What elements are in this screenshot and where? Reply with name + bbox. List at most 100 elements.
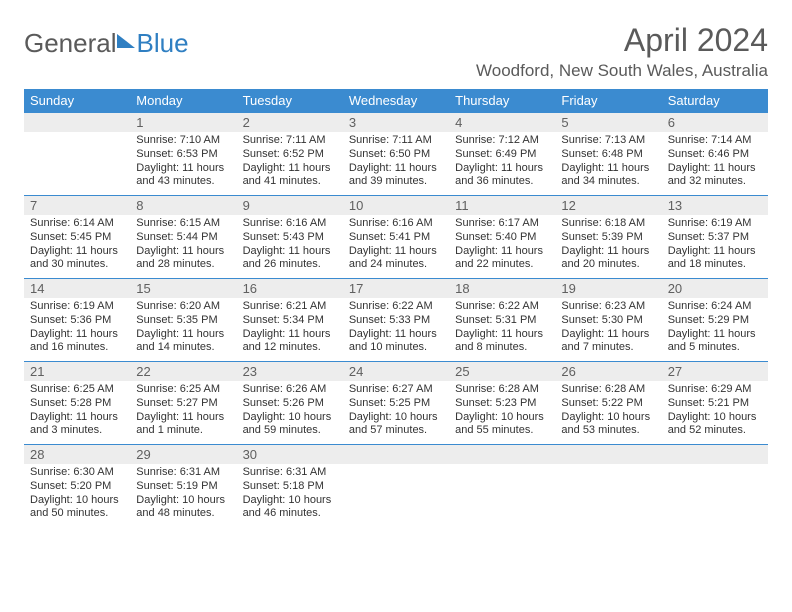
sunrise-text: Sunrise: 6:27 AM (349, 383, 443, 397)
sunrise-text: Sunrise: 6:30 AM (30, 466, 124, 480)
sunrise-text: Sunrise: 6:17 AM (455, 217, 549, 231)
calendar-body: 123456Sunrise: 7:10 AMSunset: 6:53 PMDay… (24, 113, 768, 528)
month-title: April 2024 (476, 22, 768, 59)
sunrise-text: Sunrise: 7:11 AM (243, 134, 337, 148)
sunset-text: Sunset: 6:53 PM (136, 148, 230, 162)
day-number-cell (555, 445, 661, 465)
day-number-cell: 14 (24, 279, 130, 299)
daylight-text: Daylight: 11 hours and 20 minutes. (561, 245, 655, 273)
day-data-cell: Sunrise: 6:31 AMSunset: 5:18 PMDaylight:… (237, 464, 343, 527)
sunrise-text: Sunrise: 6:22 AM (455, 300, 549, 314)
sunset-text: Sunset: 5:41 PM (349, 231, 443, 245)
day-number-cell: 15 (130, 279, 236, 299)
day-data-cell: Sunrise: 7:11 AMSunset: 6:50 PMDaylight:… (343, 132, 449, 196)
day-data-cell: Sunrise: 6:15 AMSunset: 5:44 PMDaylight:… (130, 215, 236, 279)
daylight-text: Daylight: 11 hours and 8 minutes. (455, 328, 549, 356)
day-number-cell: 24 (343, 362, 449, 382)
week-data-row: Sunrise: 6:25 AMSunset: 5:28 PMDaylight:… (24, 381, 768, 445)
sunrise-text: Sunrise: 7:14 AM (668, 134, 762, 148)
day-number-cell: 25 (449, 362, 555, 382)
sunset-text: Sunset: 5:37 PM (668, 231, 762, 245)
sunset-text: Sunset: 5:27 PM (136, 397, 230, 411)
day-data-cell: Sunrise: 6:27 AMSunset: 5:25 PMDaylight:… (343, 381, 449, 445)
daylight-text: Daylight: 10 hours and 50 minutes. (30, 494, 124, 522)
logo-triangle-icon (117, 34, 135, 48)
logo-text-blue: Blue (137, 28, 189, 59)
sunrise-text: Sunrise: 6:18 AM (561, 217, 655, 231)
sunset-text: Sunset: 5:44 PM (136, 231, 230, 245)
sunrise-text: Sunrise: 6:20 AM (136, 300, 230, 314)
day-data-cell: Sunrise: 6:22 AMSunset: 5:33 PMDaylight:… (343, 298, 449, 362)
day-data-cell: Sunrise: 6:30 AMSunset: 5:20 PMDaylight:… (24, 464, 130, 527)
day-number-cell: 19 (555, 279, 661, 299)
sunset-text: Sunset: 5:20 PM (30, 480, 124, 494)
sunset-text: Sunset: 5:19 PM (136, 480, 230, 494)
daylight-text: Daylight: 10 hours and 59 minutes. (243, 411, 337, 439)
sunrise-text: Sunrise: 6:15 AM (136, 217, 230, 231)
daylight-text: Daylight: 11 hours and 12 minutes. (243, 328, 337, 356)
day-number-cell: 4 (449, 113, 555, 133)
sunset-text: Sunset: 5:21 PM (668, 397, 762, 411)
day-header: Wednesday (343, 89, 449, 113)
daylight-text: Daylight: 10 hours and 46 minutes. (243, 494, 337, 522)
sunset-text: Sunset: 5:40 PM (455, 231, 549, 245)
sunrise-text: Sunrise: 6:22 AM (349, 300, 443, 314)
sunset-text: Sunset: 5:39 PM (561, 231, 655, 245)
day-number-cell: 11 (449, 196, 555, 216)
sunset-text: Sunset: 5:26 PM (243, 397, 337, 411)
day-number-cell: 13 (662, 196, 768, 216)
logo-text-general: General (24, 28, 117, 59)
day-header: Monday (130, 89, 236, 113)
day-data-cell (555, 464, 661, 527)
daylight-text: Daylight: 11 hours and 10 minutes. (349, 328, 443, 356)
sunset-text: Sunset: 5:28 PM (30, 397, 124, 411)
day-number-cell (449, 445, 555, 465)
sunrise-text: Sunrise: 6:23 AM (561, 300, 655, 314)
day-number-cell: 2 (237, 113, 343, 133)
sunset-text: Sunset: 5:23 PM (455, 397, 549, 411)
day-number-cell: 27 (662, 362, 768, 382)
day-data-cell: Sunrise: 6:24 AMSunset: 5:29 PMDaylight:… (662, 298, 768, 362)
sunset-text: Sunset: 5:34 PM (243, 314, 337, 328)
sunrise-text: Sunrise: 6:24 AM (668, 300, 762, 314)
day-data-cell: Sunrise: 6:28 AMSunset: 5:22 PMDaylight:… (555, 381, 661, 445)
sunrise-text: Sunrise: 6:31 AM (136, 466, 230, 480)
sunset-text: Sunset: 6:48 PM (561, 148, 655, 162)
daylight-text: Daylight: 10 hours and 48 minutes. (136, 494, 230, 522)
day-header: Friday (555, 89, 661, 113)
day-number-cell: 22 (130, 362, 236, 382)
sunset-text: Sunset: 6:52 PM (243, 148, 337, 162)
day-number-cell: 16 (237, 279, 343, 299)
week-data-row: Sunrise: 6:19 AMSunset: 5:36 PMDaylight:… (24, 298, 768, 362)
day-data-cell: Sunrise: 7:12 AMSunset: 6:49 PMDaylight:… (449, 132, 555, 196)
sunrise-text: Sunrise: 7:11 AM (349, 134, 443, 148)
title-block: April 2024 Woodford, New South Wales, Au… (476, 22, 768, 81)
day-number-cell: 3 (343, 113, 449, 133)
daylight-text: Daylight: 11 hours and 7 minutes. (561, 328, 655, 356)
day-header: Sunday (24, 89, 130, 113)
daylight-text: Daylight: 10 hours and 53 minutes. (561, 411, 655, 439)
location-label: Woodford, New South Wales, Australia (476, 61, 768, 81)
day-number-cell: 8 (130, 196, 236, 216)
daylight-text: Daylight: 11 hours and 43 minutes. (136, 162, 230, 190)
day-number-cell: 26 (555, 362, 661, 382)
week-number-row: 21222324252627 (24, 362, 768, 382)
sunset-text: Sunset: 5:43 PM (243, 231, 337, 245)
sunrise-text: Sunrise: 6:28 AM (561, 383, 655, 397)
day-data-cell: Sunrise: 6:26 AMSunset: 5:26 PMDaylight:… (237, 381, 343, 445)
day-number-cell: 17 (343, 279, 449, 299)
day-number-cell: 29 (130, 445, 236, 465)
day-data-cell: Sunrise: 6:14 AMSunset: 5:45 PMDaylight:… (24, 215, 130, 279)
day-data-cell: Sunrise: 6:19 AMSunset: 5:37 PMDaylight:… (662, 215, 768, 279)
sunrise-text: Sunrise: 6:26 AM (243, 383, 337, 397)
sunrise-text: Sunrise: 6:19 AM (30, 300, 124, 314)
daylight-text: Daylight: 10 hours and 52 minutes. (668, 411, 762, 439)
day-number-cell: 7 (24, 196, 130, 216)
day-number-cell: 5 (555, 113, 661, 133)
sunrise-text: Sunrise: 6:28 AM (455, 383, 549, 397)
daylight-text: Daylight: 11 hours and 5 minutes. (668, 328, 762, 356)
day-data-cell: Sunrise: 6:19 AMSunset: 5:36 PMDaylight:… (24, 298, 130, 362)
day-number-cell: 1 (130, 113, 236, 133)
logo: General Blue (24, 28, 189, 59)
daylight-text: Daylight: 11 hours and 18 minutes. (668, 245, 762, 273)
